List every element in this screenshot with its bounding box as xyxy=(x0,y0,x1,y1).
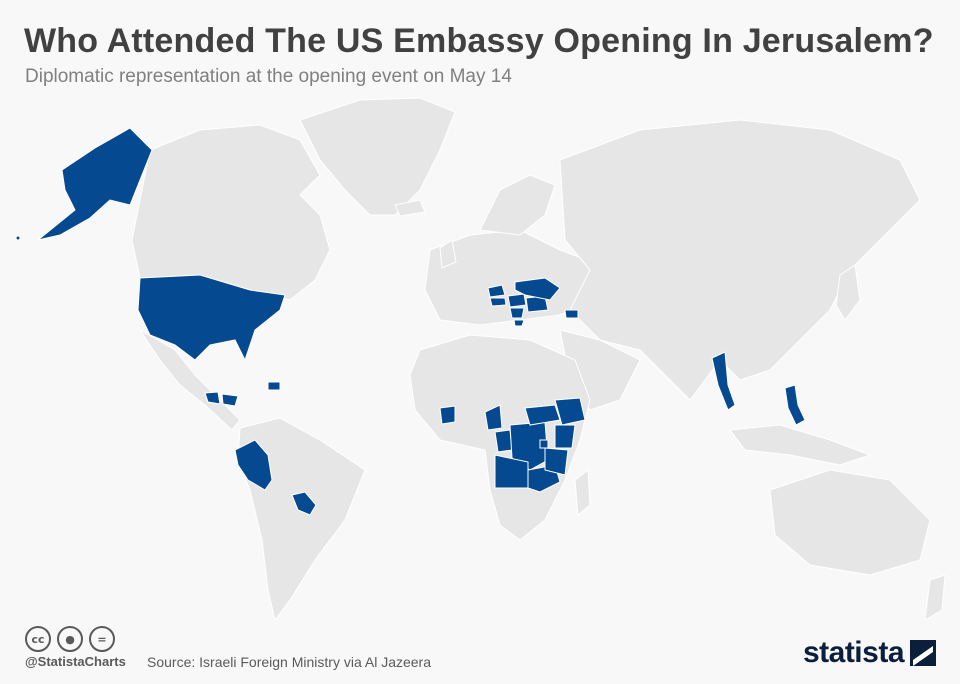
region-macedonia xyxy=(513,319,525,327)
new-zealand-region xyxy=(924,574,946,621)
region-ethiopia xyxy=(554,397,586,426)
statista-mark-icon xyxy=(910,640,936,666)
region-hungary xyxy=(507,293,527,308)
page-title: Who Attended The US Embassy Opening In J… xyxy=(24,22,934,60)
page-subtitle: Diplomatic representation at the opening… xyxy=(25,66,512,87)
scandinavia-region xyxy=(479,174,556,236)
uk-region xyxy=(439,239,457,269)
japan-region xyxy=(835,264,861,321)
region-ivory-coast xyxy=(439,405,456,425)
attribution-icon[interactable]: ● xyxy=(57,626,83,652)
region-south-sudan xyxy=(524,404,561,426)
region-tanzania xyxy=(544,447,569,476)
region-congo xyxy=(494,429,513,453)
madagascar-region xyxy=(574,469,591,516)
region-rwanda xyxy=(539,439,549,449)
indonesia-region xyxy=(729,424,872,466)
region-myanmar xyxy=(711,351,736,411)
region-honduras xyxy=(221,393,239,407)
region-kenya xyxy=(554,424,576,449)
source-note: Source: Israeli Foreign Ministry via Al … xyxy=(147,654,431,670)
license-icons: cc ● = xyxy=(25,626,115,652)
region-dominican-republic xyxy=(267,381,281,391)
greenland-region xyxy=(299,97,456,216)
region-serbia xyxy=(509,307,525,319)
statista-logo[interactable]: statista xyxy=(803,636,936,670)
region-austria xyxy=(489,297,507,307)
asia-region xyxy=(559,119,921,401)
twitter-handle[interactable]: @StatistaCharts xyxy=(25,654,126,669)
world-map xyxy=(15,97,946,622)
no-derivatives-icon[interactable]: = xyxy=(89,626,115,652)
australia-region xyxy=(769,469,931,576)
mexico-region xyxy=(139,329,241,431)
canada-region xyxy=(131,124,331,301)
region-ukraine xyxy=(514,277,561,301)
region-united-states xyxy=(137,274,286,362)
region-philippines xyxy=(784,384,806,426)
cc-icon[interactable]: cc xyxy=(25,626,51,652)
region-peru xyxy=(234,439,273,491)
region-cameroon xyxy=(484,404,503,431)
region-georgia xyxy=(564,309,579,319)
region-alaska xyxy=(37,127,153,241)
region-guatemala xyxy=(204,391,221,405)
region-czech-republic xyxy=(487,284,506,298)
iceland-region xyxy=(394,199,426,217)
brand-text: statista xyxy=(802,636,905,669)
region-hawaii xyxy=(15,235,21,241)
region-paraguay xyxy=(291,491,317,516)
